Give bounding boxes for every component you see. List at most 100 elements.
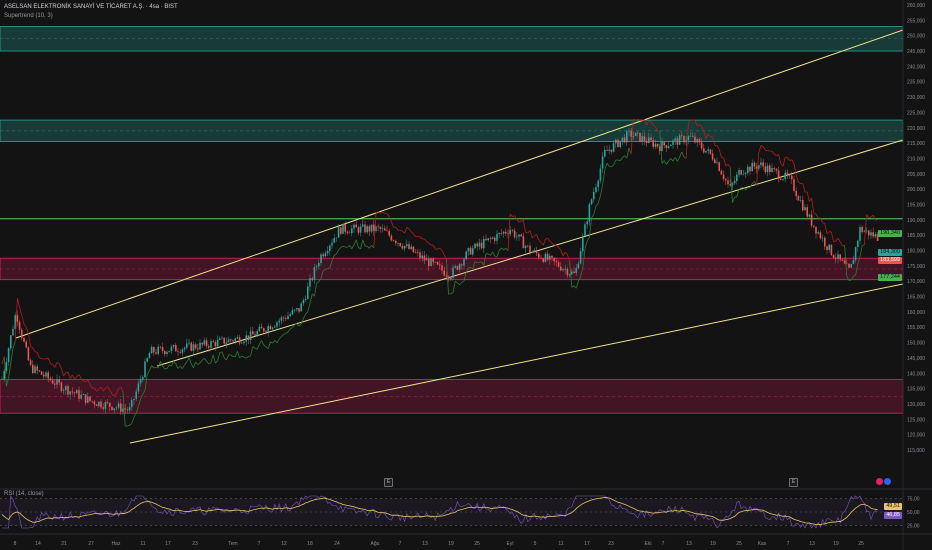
supertrend-line <box>652 124 656 128</box>
candle-body <box>414 252 417 253</box>
supertrend-line <box>14 298 18 343</box>
candle-body <box>390 235 393 241</box>
supertrend-line <box>107 386 111 391</box>
dividend-marker-icon[interactable] <box>876 478 883 485</box>
supertrend-line <box>490 251 493 256</box>
supertrend-line <box>263 344 267 348</box>
candle-body <box>832 255 835 258</box>
earnings-event-icon[interactable]: E <box>384 478 393 487</box>
candle-body <box>846 263 848 265</box>
supertrend-line <box>815 214 819 219</box>
candle-body <box>170 346 173 352</box>
supertrend-line <box>659 131 663 164</box>
candle-body <box>315 266 318 268</box>
candle-body <box>56 379 58 385</box>
supertrend-line <box>252 346 256 349</box>
candle-body <box>538 253 540 258</box>
supertrend-line <box>509 213 513 217</box>
supertrend-line <box>644 119 647 126</box>
candle-body <box>872 232 874 237</box>
supertrend-line <box>498 247 502 251</box>
candle-body <box>234 338 236 342</box>
candle-body <box>439 264 441 266</box>
supertrend-line <box>373 213 377 248</box>
supertrend-line <box>426 241 430 244</box>
candle-body <box>203 340 206 345</box>
y-axis-tick-label: 195,000 <box>907 202 925 208</box>
supertrend-line <box>424 238 427 242</box>
candle-body <box>683 135 685 143</box>
supertrend-line <box>3 356 7 387</box>
candle-body <box>241 342 243 344</box>
candle-body <box>131 400 133 408</box>
supertrend-line <box>179 366 183 369</box>
candle-body <box>21 329 23 338</box>
supertrend-line <box>820 217 823 223</box>
candle-body <box>716 162 718 163</box>
candle-body <box>665 145 668 149</box>
x-axis-tick-label: 17 <box>165 541 171 547</box>
candle-body <box>58 379 60 383</box>
supertrend-line <box>558 247 562 251</box>
candle-body <box>60 382 63 391</box>
supertrend-line <box>30 346 34 349</box>
split-marker-icon[interactable] <box>884 478 891 485</box>
candle-body <box>799 199 802 201</box>
x-axis-tick-label: Kas <box>758 541 767 547</box>
supertrend-line <box>648 120 652 122</box>
supertrend-line <box>340 245 344 248</box>
y-axis-tick-label: 165,000 <box>907 295 925 301</box>
x-axis-tick-label: 11 <box>558 541 563 547</box>
candle-body <box>388 231 390 236</box>
supertrend-line <box>151 365 155 369</box>
supertrend-line <box>239 355 243 359</box>
supertrend-line <box>589 217 592 238</box>
candle-body <box>166 352 168 355</box>
supertrend-line <box>661 160 665 164</box>
x-axis-tick-label: 19 <box>448 541 454 547</box>
supertrend-line <box>483 253 487 266</box>
earnings-event-icon[interactable]: E <box>789 478 798 487</box>
supertrend-line <box>474 261 478 264</box>
candle-body <box>588 204 591 222</box>
supertrend-line <box>226 354 229 361</box>
candle-body <box>362 224 364 227</box>
candle-body <box>804 207 806 211</box>
supertrend-line <box>705 134 709 139</box>
candle-body <box>278 320 280 323</box>
supertrend-line <box>721 156 724 159</box>
candle-body <box>786 172 789 177</box>
candle-body <box>18 321 21 330</box>
candle-body <box>566 268 569 276</box>
supertrend-line <box>342 245 346 248</box>
candle-body <box>564 268 566 270</box>
supertrend-line <box>771 150 775 155</box>
supertrend-line <box>716 145 720 150</box>
supertrend-line <box>61 368 64 377</box>
supertrend-line <box>223 357 227 361</box>
candle-body <box>62 390 65 391</box>
supertrend-line <box>503 247 507 251</box>
supertrend-line <box>193 362 196 368</box>
candle-body <box>628 130 630 132</box>
supertrend-line <box>679 151 683 158</box>
supertrend-line <box>463 272 467 282</box>
supertrend-line <box>630 119 634 154</box>
supertrend-line <box>133 413 137 418</box>
candle-body <box>870 232 872 236</box>
candle-body <box>102 407 104 409</box>
supertrend-line <box>320 270 324 279</box>
candle-body <box>681 135 683 137</box>
y-axis-tick-label: 190,000 <box>907 218 925 224</box>
supertrend-line <box>188 357 192 364</box>
candle-body <box>104 402 107 409</box>
candle-body <box>656 143 659 147</box>
candle-body <box>802 199 804 211</box>
candle-body <box>399 243 401 247</box>
supertrend-line <box>113 393 117 397</box>
candle-body <box>758 165 760 169</box>
candle-body <box>769 165 771 173</box>
candle-body <box>522 236 525 249</box>
supertrend-line <box>102 387 106 392</box>
